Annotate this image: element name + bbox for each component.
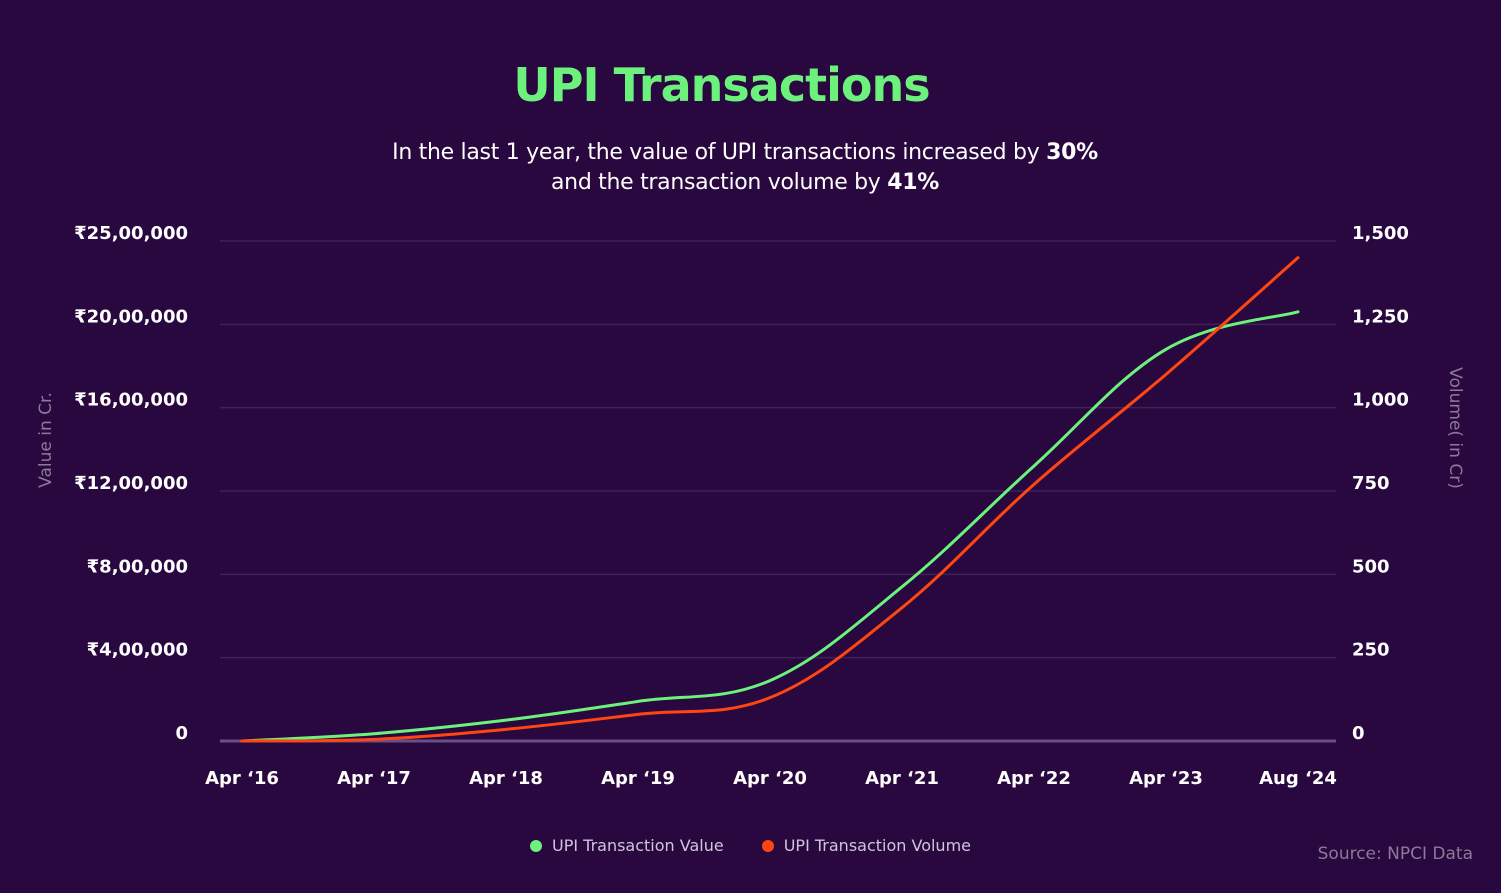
left-tick-label: ₹8,00,000: [87, 556, 188, 577]
left-tick-label: 0: [175, 723, 188, 744]
right-tick-label: 1,250: [1352, 306, 1409, 327]
left-tick-label: ₹16,00,000: [74, 390, 188, 411]
series-line-volume: [240, 256, 1300, 743]
left-axis-ticks: 0 ₹4,00,000 ₹8,00,000 ₹12,00,000 ₹16,00,000 ₹…: [74, 223, 188, 744]
left-tick-label: ₹12,00,000: [74, 473, 188, 494]
value-growth-percent: 30%: [1046, 140, 1098, 165]
x-tick-label: Apr ‘21: [865, 768, 939, 789]
x-tick-label: Apr ‘16: [205, 768, 279, 789]
chart-title: UPI Transactions: [513, 58, 930, 112]
source-note: Source: NPCI Data: [1317, 844, 1473, 864]
series-line-value: [240, 310, 1300, 743]
x-tick-label: Apr ‘18: [469, 768, 543, 789]
x-tick-label: Apr ‘17: [337, 768, 411, 789]
volume-growth-percent: 41%: [887, 170, 939, 195]
legend-dot-value-icon: [529, 839, 542, 852]
subtitle-line-2: and the transaction volume by 41%: [290, 168, 1200, 198]
x-tick-label: Apr ‘22: [997, 768, 1071, 789]
legend-dot-volume-icon: [761, 839, 774, 852]
left-tick-label: ₹20,00,000: [74, 306, 188, 327]
legend: UPI Transaction Value UPI Transaction Vo…: [0, 836, 1501, 855]
x-tick-label: Apr ‘20: [733, 768, 807, 789]
right-tick-label: 1,500: [1352, 223, 1409, 244]
subtitle-line-1: In the last 1 year, the value of UPI tra…: [290, 138, 1200, 168]
left-tick-label: ₹25,00,000: [74, 223, 188, 244]
right-tick-label: 0: [1352, 723, 1365, 744]
right-tick-label: 1,000: [1352, 390, 1409, 411]
x-tick-label: Apr ‘23: [1129, 768, 1203, 789]
subtitle-line-1-text: In the last 1 year, the value of UPI tra…: [392, 140, 1047, 165]
right-tick-label: 250: [1352, 640, 1390, 661]
chart-subtitle: In the last 1 year, the value of UPI tra…: [290, 138, 1200, 198]
right-tick-label: 500: [1352, 556, 1390, 577]
subtitle-line-2-text: and the transaction volume by: [551, 170, 888, 195]
right-axis-title: Volume( in Cr): [1445, 367, 1465, 489]
gridlines: [220, 240, 1336, 743]
x-tick-label: Aug ‘24: [1259, 768, 1337, 789]
x-axis-ticks: Apr ‘16 Apr ‘17 Apr ‘18 Apr ‘19 Apr ‘20 Apr ‘…: [205, 768, 1337, 789]
legend-item-value: UPI Transaction Value: [529, 836, 724, 855]
series-lines: [240, 256, 1300, 743]
left-tick-label: ₹4,00,000: [87, 640, 188, 661]
x-tick-label: Apr ‘19: [601, 768, 675, 789]
right-tick-label: 750: [1352, 473, 1390, 494]
right-axis-ticks: 0 250 500 750 1,000 1,250 1,500: [1352, 223, 1409, 744]
legend-label-value: UPI Transaction Value: [551, 836, 724, 855]
left-axis-title: Value in Cr.: [36, 392, 56, 488]
legend-item-volume: UPI Transaction Volume: [761, 836, 971, 855]
legend-label-volume: UPI Transaction Volume: [783, 836, 971, 855]
